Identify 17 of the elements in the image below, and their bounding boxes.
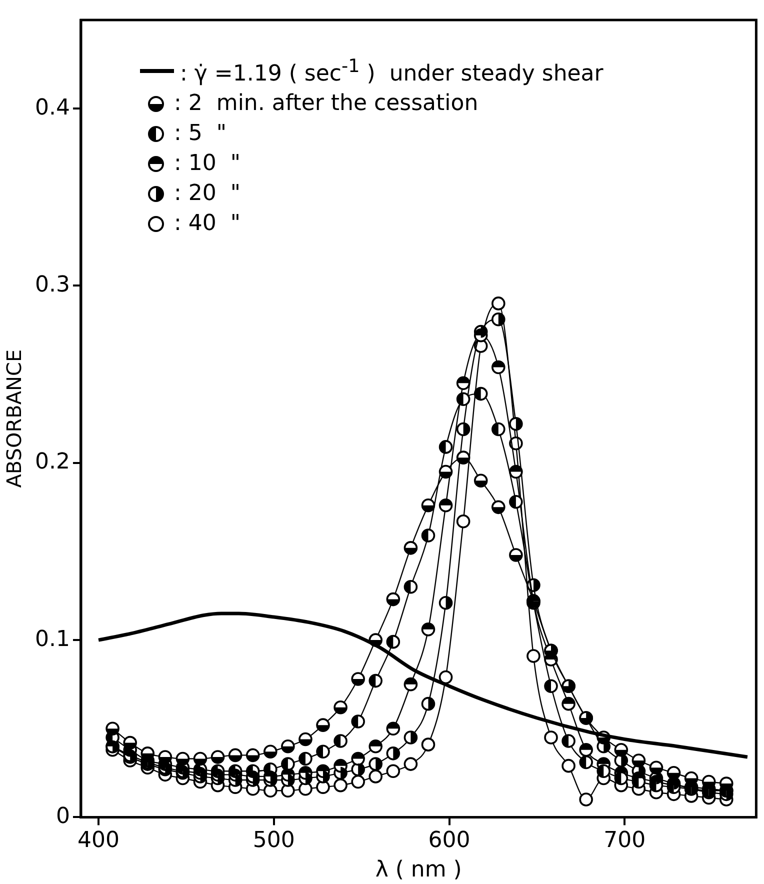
y-tick-label: 0.4 <box>34 95 70 120</box>
legend-label: : 2 min. after the cessation <box>174 90 478 118</box>
x-tick-label: 600 <box>428 828 470 854</box>
legend-label: : 40 " <box>174 210 241 238</box>
x-tick-label: 700 <box>604 828 646 854</box>
x-axis-title: λ ( nm ) <box>375 858 462 883</box>
y-tick-label: 0 <box>56 804 70 829</box>
y-tick-label: 0.1 <box>34 626 70 652</box>
legend-label: : γ̇ =1.19 ( sec$^{-1}$ ) under steady shear <box>180 55 604 88</box>
y-tick-label: 0.2 <box>34 450 70 475</box>
x-tick-label: 400 <box>78 828 120 854</box>
legend-label: : 10 " <box>174 150 241 178</box>
y-tick-label: 0.3 <box>34 272 70 298</box>
y-axis-title: ABSORBANCE <box>2 349 26 488</box>
x-tick-label: 500 <box>252 828 295 854</box>
legend-label: : 20 " <box>174 180 241 208</box>
legend-label: : 5 " <box>174 120 227 148</box>
